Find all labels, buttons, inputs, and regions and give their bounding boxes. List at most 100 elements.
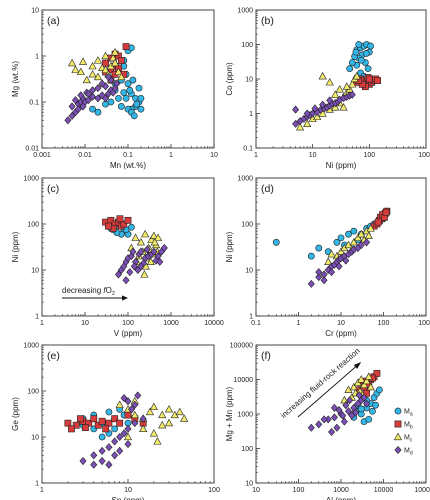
data-point-circle [105,408,113,416]
data-point-triangle [324,257,333,265]
data-point-diamond [130,262,138,271]
data-point-square [102,425,110,433]
plot-frame [255,9,427,149]
data-point-triangle [140,270,149,278]
data-point-triangle [327,249,336,258]
x-tick-label: 1 [40,487,44,494]
data-point-square [117,57,125,64]
x-tick-label: 10000 [374,487,394,494]
data-point-diamond [139,414,147,423]
y-tick-label: 1 [35,314,39,321]
data-point-diamond [360,393,368,402]
legend-label-main: M [404,448,410,455]
data-point-triangle [136,237,146,246]
x-tick-label: 1 [297,320,301,327]
data-point-square [105,419,113,427]
legend-label-sub: d [410,450,413,456]
series-circle [346,41,374,80]
y-axis-title: Ni (ppm) [225,231,234,262]
x-tick-label: 10 [124,487,132,494]
data-point-diamond [128,405,136,414]
data-point-diamond [124,440,132,449]
data-point-diamond [137,247,145,256]
data-point-diamond [357,240,365,249]
series-diamond [307,238,371,288]
series-diamond [79,391,147,469]
data-point-diamond [330,413,338,422]
data-point-diamond [137,262,145,271]
y-tick-label: 10 [245,77,253,84]
data-point-diamond [303,109,311,118]
data-point-diamond [330,403,338,412]
data-point-diamond [124,424,132,433]
y-tick-label: 1000 [237,176,253,183]
series-square [353,74,382,91]
x-tick-label: 0.1 [123,152,133,159]
data-point-diamond [307,279,315,288]
y-tick-label: 10 [245,481,253,488]
data-point-diamond [340,417,348,426]
data-point-triangle [82,75,91,84]
x-axis-title: V (ppm) [114,329,143,338]
plot-frame [41,344,215,484]
data-point-triangle [123,432,133,441]
data-point-triangle [158,410,167,419]
series-diamond [114,244,168,285]
data-point-circle [375,386,383,394]
data-point-diamond [326,96,334,105]
x-tick-label: 100000 [414,487,430,494]
data-point-circle [346,65,354,73]
annotation-arrow-line [297,362,361,418]
data-point-triangle [303,119,312,127]
data-point-triangle [366,224,375,232]
annotation-arrow-head [122,295,128,301]
x-tick-label: 1000 [418,152,430,159]
x-axis-title: Sn (ppm) [112,496,145,500]
x-tick-label: 10 [210,152,218,159]
data-point-square [111,415,119,423]
data-point-diamond [105,443,113,452]
x-axis-title: Ni (ppm) [326,161,357,170]
data-point-circle [135,84,143,92]
panel-f: 10 100 1000 10000 100000 10 100 1000 10000 100000… [225,343,430,500]
data-point-triangle [139,424,148,432]
data-point-diamond [342,401,350,410]
data-point-triangle [325,77,334,86]
data-point-triangle [175,407,184,416]
y-tick-label: 10 [31,435,39,442]
data-point-diamond [105,460,113,469]
data-point-diamond [79,457,87,466]
data-point-triangle [164,418,174,427]
data-point-triangle [130,410,139,419]
y-axis-title: Ni (ppm) [11,231,20,262]
data-point-triangle [117,72,126,81]
data-point-diamond [111,451,119,460]
data-point-triangle [101,51,110,60]
annotation-arrow-head [353,362,362,369]
panel-d: 0.111010010001101001000Cr (ppm)Ni (ppm)(… [225,176,430,339]
data-point-triangle [364,372,373,380]
data-point-diamond [315,273,323,282]
x-tick-label: 100 [208,487,220,494]
data-point-diamond [335,262,343,271]
plot-frame [255,177,427,317]
x-axis-title: Mn (wt.%) [110,161,146,170]
y-tick-label: 1000 [237,8,253,15]
data-point-diamond [328,428,336,437]
data-point-diamond [311,104,319,113]
y-tick-label: 1000 [237,412,253,419]
data-point-circle [94,108,102,116]
data-point-diamond [131,400,139,409]
y-tick-label: 1000 [23,176,39,183]
data-point-square [116,419,124,427]
data-point-circle [355,41,363,48]
data-point-triangle [352,71,361,80]
data-point-triangle [110,48,120,56]
data-point-triangle [366,382,375,391]
legend-marker-triangle [393,432,403,441]
data-point-triangle [357,375,366,383]
data-point-diamond [89,86,97,95]
data-point-circle [362,50,370,57]
data-point-diamond [352,408,360,417]
